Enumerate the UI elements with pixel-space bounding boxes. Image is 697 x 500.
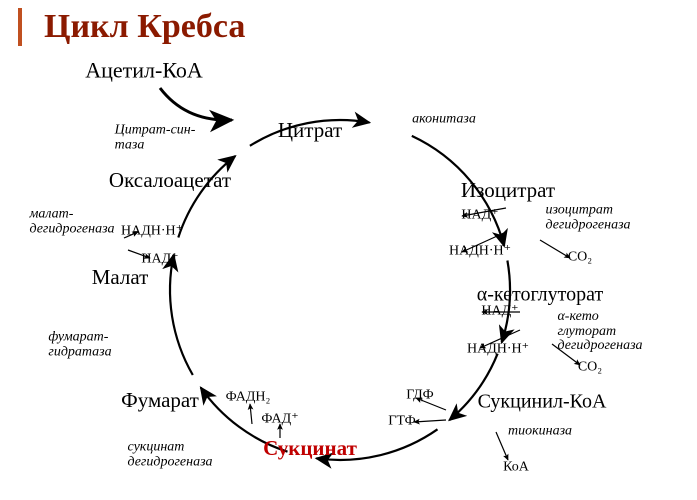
- cofactor-fadh2: ФАДН₂: [226, 391, 271, 406]
- cofactor-co2_2: CO₂: [578, 361, 602, 376]
- cofactor-gtp: ГТФ: [388, 415, 415, 430]
- page-title: Цикл Кребса: [44, 8, 245, 45]
- metabolite-oaa: Оксалоацетат: [109, 169, 231, 191]
- enzyme-csyn: Цитрат-син-таза: [115, 123, 196, 152]
- cofactor-nadh1: НАДН·Н⁺: [449, 245, 511, 260]
- enzyme-fum: фумарат-гидратаза: [48, 330, 111, 359]
- enzyme-sdh: сукцинатдегидрогеназа: [127, 440, 212, 469]
- cofactor-co2_1: CO₂: [568, 251, 592, 266]
- title-bar: Цикл Кребса: [18, 8, 245, 46]
- cofactor-arrow-7: [414, 420, 446, 422]
- cofactor-nad3: НАД⁺: [141, 253, 178, 268]
- cofactor-fad: ФАД⁺: [261, 413, 298, 428]
- metabolite-succinate: Сукцинат: [263, 437, 357, 459]
- cofactor-nad2: НАД⁺: [481, 305, 518, 320]
- cofactor-arrow-8: [496, 432, 508, 460]
- cofactor-coa: КоА: [503, 461, 529, 476]
- enzyme-idh: изоцитратдегидрогеназа: [545, 203, 630, 232]
- enzyme-mdh: малат-дегидрогеназа: [29, 207, 114, 236]
- metabolite-fumarate: Фумарат: [121, 389, 199, 411]
- enzyme-akgdh: α-кетоглуторатдегидрогеназа: [557, 310, 642, 354]
- cofactor-nadh2: НАДН·Н⁺: [467, 343, 529, 358]
- metabolite-isocitrate: Изоцитрат: [461, 179, 555, 201]
- metabolite-acetyl: Ацетил-КоА: [85, 58, 203, 81]
- enzyme-thio: тиокиназа: [508, 425, 572, 440]
- cofactor-nad1: НАД⁺: [461, 209, 498, 224]
- entry-arrow: [160, 88, 232, 120]
- cofactor-gdp: ГДФ: [406, 389, 433, 404]
- cofactor-nadh3: НАДН·Н⁺: [121, 225, 183, 240]
- metabolite-succoa: Сукцинил-КоА: [478, 392, 607, 413]
- cofactor-arrow-2: [540, 240, 570, 258]
- metabolite-malate: Малат: [92, 266, 149, 288]
- metabolite-akg: α-кетоглуторат: [477, 285, 603, 306]
- cofactor-arrow-9: [250, 404, 252, 424]
- cycle-arc-fumarate-malate: [170, 255, 193, 375]
- metabolite-citrate: Цитрат: [278, 119, 342, 141]
- enzyme-acon: аконитаза: [412, 113, 476, 128]
